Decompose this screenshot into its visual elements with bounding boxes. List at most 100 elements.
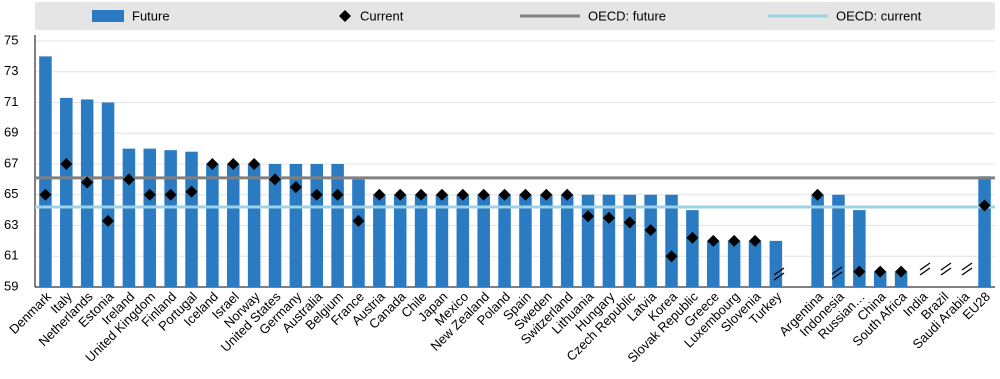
bar (247, 164, 261, 287)
bar (769, 240, 783, 287)
marker (227, 158, 240, 170)
marker (206, 158, 219, 170)
legend-box (35, 2, 995, 30)
marker (540, 188, 553, 201)
bar (206, 164, 219, 287)
marker (39, 188, 52, 201)
marker (352, 214, 365, 227)
bar (581, 194, 595, 287)
y-tick-label: 69 (4, 125, 18, 140)
marker (394, 188, 407, 201)
bar (80, 99, 94, 287)
bar (519, 194, 532, 287)
marker (978, 199, 991, 212)
bar (39, 56, 52, 287)
bar (644, 194, 657, 287)
marker (289, 181, 302, 194)
marker (749, 234, 761, 247)
marker (665, 250, 678, 263)
bar (352, 179, 365, 287)
marker (248, 158, 261, 170)
bar (707, 240, 720, 287)
bar (894, 271, 908, 287)
bar (393, 194, 407, 287)
bar (853, 210, 866, 287)
bar (331, 164, 344, 287)
bar (289, 164, 303, 287)
y-tick-label: 71 (4, 94, 18, 109)
marker (415, 188, 428, 201)
bar (373, 194, 386, 287)
bar (540, 194, 553, 287)
marker (707, 234, 720, 247)
bar (811, 194, 824, 287)
marker (895, 265, 908, 278)
bar (602, 194, 616, 287)
legend-label: OECD: current (836, 8, 922, 23)
marker (164, 188, 177, 201)
legend-swatch (92, 10, 124, 22)
marker (853, 265, 866, 278)
y-tick-label: 65 (4, 186, 18, 201)
marker (60, 158, 73, 170)
marker (811, 188, 824, 201)
bar (164, 150, 177, 287)
marker (561, 188, 574, 201)
y-tick-label: 75 (4, 32, 18, 47)
legend-swatch (339, 10, 351, 22)
marker (102, 214, 115, 227)
bar (686, 210, 699, 287)
bar (748, 240, 762, 287)
bar (435, 194, 449, 287)
marker (331, 188, 344, 201)
marker (728, 234, 741, 247)
bar (498, 194, 511, 287)
y-tick-label: 73 (4, 63, 18, 78)
marker (269, 173, 281, 186)
marker (686, 231, 699, 244)
bar (268, 164, 282, 287)
marker (373, 188, 386, 201)
axis-breaks (773, 262, 973, 281)
marker (477, 188, 490, 201)
bar (310, 164, 323, 287)
bar (832, 194, 845, 287)
marker (644, 224, 657, 237)
marker (435, 188, 448, 201)
bar (143, 148, 157, 287)
bar (227, 164, 240, 287)
marker (185, 185, 198, 198)
marker (498, 188, 511, 201)
bar (122, 148, 136, 287)
marker (874, 265, 887, 278)
bar (978, 176, 991, 287)
marker (623, 216, 636, 229)
y-tick-label: 67 (4, 155, 18, 170)
legend-label: Current (360, 8, 404, 23)
bar (456, 194, 470, 287)
bar (477, 194, 490, 287)
bar (101, 102, 115, 287)
y-tick-label: 63 (4, 217, 18, 232)
marker (519, 188, 532, 201)
marker (81, 176, 94, 189)
marker (122, 173, 135, 186)
bar (727, 240, 741, 287)
legend-label: Future (132, 8, 170, 23)
bar (560, 194, 574, 287)
legend-label: OECD: future (588, 8, 666, 23)
marker (456, 188, 469, 201)
y-tick-label: 59 (4, 278, 18, 293)
bar (623, 194, 637, 287)
bar (185, 151, 198, 287)
marker (602, 211, 615, 224)
y-tick-label: 61 (4, 248, 18, 263)
marker (310, 188, 323, 201)
marker (582, 210, 595, 223)
bar (414, 194, 428, 287)
marker (143, 188, 156, 201)
bar (665, 194, 678, 287)
bar (873, 271, 887, 287)
bar (60, 97, 73, 287)
